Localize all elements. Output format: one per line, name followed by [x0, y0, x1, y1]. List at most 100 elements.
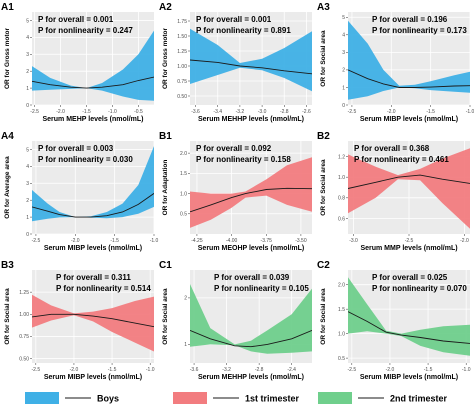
x-tick-label: -1.0 [150, 238, 159, 244]
y-tick-label: 0.6 [338, 216, 345, 222]
p-overall-label: P for overall = 0.311 [56, 273, 131, 282]
y-tick-label: 0.75 [19, 334, 29, 340]
x-axis-title: Serum MEHHP levels (nmol/mL) [198, 374, 304, 381]
x-axis-title: Serum MIBP levels (nmol/mL) [44, 245, 142, 252]
panel-a4: 0 1 2 3 4 5 -2.5 -2.0 -1.5 -1.0 Serum MIBP levels … [1, 131, 159, 252]
y-tick-label: 1.25 [19, 290, 29, 296]
p-overall-label: P for overall = 0.368 [354, 144, 430, 153]
y-tick-label: 1.0 [338, 331, 345, 337]
y-tick-label: 1 [26, 215, 29, 221]
y-tick-label: 1 [26, 86, 29, 92]
y-tick-label: 0 [26, 232, 29, 238]
p-overall-label: P for overall = 0.196 [372, 15, 448, 24]
confidence-band [190, 284, 312, 354]
p-nonlinearity-label: P for nonlinearity = 0.173 [372, 26, 467, 35]
y-tick-label: 1.5 [180, 171, 187, 177]
panel-label: B3 [1, 260, 14, 271]
y-axis-title: OR for Average area [4, 156, 11, 219]
panel-a3: 0 1 2 3 4 5 -2.5 -2.0 -1.5 -1.0 Serum MIBP levels … [317, 2, 474, 123]
legend-item: 2nd trimester [318, 392, 448, 404]
y-tick-label: 2 [26, 69, 29, 75]
confidence-band [190, 28, 312, 92]
x-tick-label: -1.5 [110, 238, 119, 244]
legend-label: 1st trimester [245, 394, 300, 404]
y-tick-label: 2 [26, 198, 29, 204]
x-tick-label: -3.2 [236, 109, 245, 115]
y-tick-label: 0.5 [338, 356, 345, 362]
x-tick-label: -2.5 [30, 109, 39, 115]
p-overall-label: P for overall = 0.003 [38, 144, 114, 153]
y-axis-title: OR for Gross motor [162, 28, 169, 90]
y-tick-label: 3 [342, 50, 345, 56]
y-tick-label: 4 [26, 35, 29, 41]
y-axis-title: OR for Social area [320, 288, 327, 345]
x-tick-label: -1.5 [426, 109, 435, 115]
x-axis-title: Serum MEHP levels (nmol/mL) [42, 116, 143, 123]
y-axis-title: OR for Adaptation [162, 160, 169, 216]
x-tick-label: -2.0 [387, 109, 396, 115]
p-nonlinearity-label: P for nonlinearity = 0.070 [372, 284, 467, 293]
y-tick-label: 0 [26, 103, 29, 109]
y-tick-label: 5 [342, 15, 345, 21]
x-tick-label: -1.0 [466, 109, 474, 115]
x-tick-label: -2.5 [32, 367, 41, 373]
x-tick-label: -2.0 [460, 238, 469, 244]
x-tick-label: -2.0 [71, 238, 80, 244]
fitted-line [190, 59, 312, 75]
y-tick-label: 2 [184, 296, 187, 302]
y-tick-label: 0.50 [177, 94, 187, 100]
plot-background [32, 141, 154, 234]
y-tick-label: 3 [26, 52, 29, 58]
x-tick-label: -3.6 [190, 367, 199, 373]
panel-b3: 0.50 0.75 1.00 1.25 -2.5 -2.0 -1.5 -1.0 Serum MI… [1, 260, 155, 381]
y-tick-label: 3 [26, 181, 29, 187]
y-tick-label: 0.75 [177, 79, 187, 85]
fitted-line [348, 69, 470, 88]
panel-c2: 0.5 1.0 1.5 2.0 -2.5 -2.0 -1.5 -1.0 Serum MIBP l… [317, 260, 471, 381]
x-tick-label: -1.5 [424, 367, 433, 373]
x-tick-label: -2.5 [405, 238, 414, 244]
panel-label: A1 [1, 2, 14, 13]
p-nonlinearity-label: P for nonlinearity = 0.891 [196, 26, 291, 35]
legend-swatch [25, 392, 59, 404]
panel-label: A4 [1, 131, 14, 142]
x-axis-title: Serum MMP levels (nmol/mL) [360, 245, 457, 252]
panel-label: C1 [159, 260, 172, 271]
fitted-line [32, 76, 154, 89]
y-tick-label: 2.0 [338, 282, 345, 288]
x-tick-label: -2.6 [302, 109, 311, 115]
y-axis-title: OR for Social area [320, 159, 327, 216]
x-tick-label: -4.25 [191, 238, 203, 244]
x-tick-label: -1.5 [82, 109, 91, 115]
x-tick-label: -3.0 [349, 238, 358, 244]
x-tick-label: -3.4 [213, 109, 222, 115]
p-nonlinearity-label: P for nonlinearity = 0.158 [196, 155, 291, 164]
panel-label: A2 [159, 2, 172, 13]
y-tick-label: 1.2 [338, 154, 345, 160]
x-tick-label: -2.5 [348, 109, 357, 115]
y-tick-label: 1 [184, 342, 187, 348]
legend-label: Boys [97, 394, 119, 404]
x-tick-label: -1.0 [146, 367, 155, 373]
p-nonlinearity-label: P for nonlinearity = 0.247 [38, 26, 133, 35]
p-nonlinearity-label: P for nonlinearity = 0.105 [214, 284, 309, 293]
p-overall-label: P for overall = 0.039 [214, 273, 290, 282]
x-tick-label: -2.5 [32, 238, 41, 244]
y-tick-label: 1.00 [177, 64, 187, 70]
x-tick-label: -2.4 [287, 367, 296, 373]
p-nonlinearity-label: P for nonlinearity = 0.030 [38, 155, 133, 164]
panel-label: A3 [317, 2, 330, 13]
y-axis-title: OR for Social area [162, 288, 169, 345]
x-tick-label: -2.8 [280, 109, 289, 115]
legend-swatch [173, 392, 207, 404]
y-tick-label: 2 [342, 68, 345, 74]
p-nonlinearity-label: P for nonlinearity = 0.461 [354, 155, 449, 164]
y-tick-label: 1.5 [338, 307, 345, 313]
confidence-band [32, 146, 154, 222]
y-tick-label: 5 [26, 147, 29, 153]
y-tick-label: 2.0 [180, 151, 187, 157]
fitted-line [348, 174, 470, 189]
legend-label: 2nd trimester [390, 394, 448, 404]
x-tick-label: -2.8 [255, 367, 264, 373]
